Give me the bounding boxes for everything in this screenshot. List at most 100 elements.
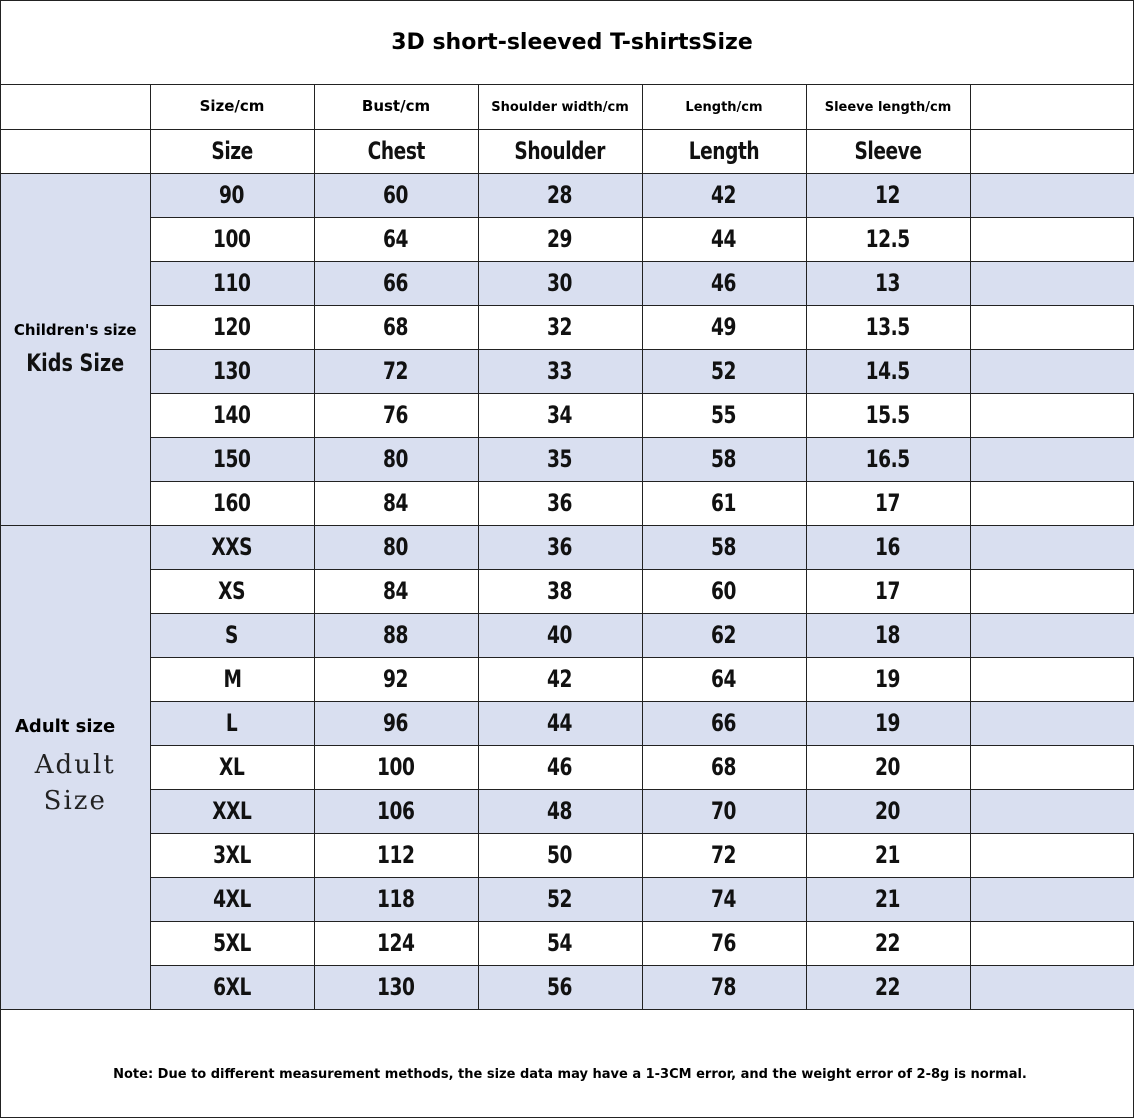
table-row: 160 84 36 61 17 [1,480,1134,526]
cell-length: 58 [641,436,807,482]
cell-extra [969,920,1134,966]
cell-value: 40 [547,621,573,649]
cell-shoulder: 38 [477,568,643,614]
cell-value: 34 [547,401,573,429]
cell-extra [969,436,1134,482]
header-row-bottom: Size Chest Shoulder Length Sleeve [1,128,1134,174]
cell-value: 21 [875,885,901,913]
table-row: 110 66 30 46 13 [1,260,1134,306]
cell-shoulder: 29 [477,216,643,262]
cell-size: 120 [150,304,315,350]
cell-length: 44 [641,216,807,262]
cell-sleeve: 21 [805,832,971,878]
cell-size: 130 [150,348,315,394]
cell-value: 18 [875,621,901,649]
kids-group-label: Children's size Kids Size [1,172,151,526]
header-sleeve-length-cm: Sleeve length/cm [805,85,971,130]
cell-value: 66 [383,269,409,297]
cell-value: 42 [711,181,737,209]
cell-shoulder: 42 [477,656,643,702]
cell-shoulder: 52 [477,876,643,922]
cell-value: 6XL [213,973,251,1001]
cell-extra [969,260,1134,306]
cell-value: 58 [711,533,737,561]
cell-value: XS [218,577,246,605]
cell-value: 64 [711,665,737,693]
cell-value: 13.5 [865,313,911,341]
cell-value: 29 [547,225,573,253]
cell-sleeve: 15.5 [805,392,971,438]
cell-chest: 130 [313,964,479,1010]
cell-value: 118 [377,885,415,913]
cell-value: 66 [711,709,737,737]
header-chest: Chest [313,128,479,174]
kids-group-label-bottom: Kids Size [26,349,125,377]
cell-value: 76 [383,401,409,429]
cell-value: 49 [711,313,737,341]
cell-value: 60 [383,181,409,209]
header-sleeve: Sleeve [805,128,971,174]
cell-length: 61 [641,480,807,526]
cell-extra [969,172,1134,218]
cell-extra [969,656,1134,702]
cell-size: L [150,700,315,746]
header-shoulder: Shoulder [477,128,643,174]
cell-shoulder: 48 [477,788,643,834]
cell-value: 74 [711,885,737,913]
cell-value: 100 [377,753,415,781]
cell-value: L [226,709,238,737]
cell-value: 100 [213,225,251,253]
chart-title: 3D short-sleeved T-shirtsSize [391,30,753,55]
cell-value: 54 [547,929,573,957]
cell-size: 4XL [150,876,315,922]
cell-size: 150 [150,436,315,482]
cell-shoulder: 34 [477,392,643,438]
cell-value: 20 [875,753,901,781]
cell-value: 22 [875,973,901,1001]
cell-value: 88 [383,621,409,649]
cell-length: 68 [641,744,807,790]
cell-shoulder: 50 [477,832,643,878]
cell-value: 30 [547,269,573,297]
cell-chest: 92 [313,656,479,702]
title-row: 3D short-sleeved T-shirtsSize [1,1,1133,85]
cell-shoulder: 46 [477,744,643,790]
cell-size: 6XL [150,964,315,1010]
cell-extra [969,392,1134,438]
cell-chest: 80 [313,436,479,482]
table-row: 140 76 34 55 15.5 [1,392,1134,438]
cell-value: M [222,665,242,693]
table-row: XL 100 46 68 20 [1,744,1134,790]
table-row: Adult size Adult Size XXS 80 36 58 16 [1,524,1134,1010]
table-row: 130 72 33 52 14.5 [1,348,1134,394]
cell-value: 130 [213,357,251,385]
cell-shoulder: 32 [477,304,643,350]
cell-chest: 88 [313,612,479,658]
cell-sleeve: 19 [805,700,971,746]
cell-value: 70 [711,797,737,825]
cell-value: 92 [383,665,409,693]
table-row: S 88 40 62 18 [1,612,1134,658]
cell-value: 38 [547,577,573,605]
cell-extra [969,304,1134,350]
cell-size: 5XL [150,920,315,966]
cell-extra [969,876,1134,922]
cell-chest: 80 [313,524,479,570]
header-corner-2 [1,128,151,174]
cell-value: 4XL [213,885,251,913]
cell-shoulder: 36 [477,480,643,526]
cell-value: 36 [547,489,573,517]
cell-shoulder: 35 [477,436,643,482]
cell-length: 62 [641,612,807,658]
cell-size: 110 [150,260,315,306]
cell-size: XS [150,568,315,614]
cell-sleeve: 12 [805,172,971,218]
note-row: Note: Due to different measurement metho… [1,1030,1133,1118]
cell-length: 52 [641,348,807,394]
cell-size: 3XL [150,832,315,878]
cell-shoulder: 54 [477,920,643,966]
cell-value: 58 [711,445,737,473]
cell-value: 15.5 [865,401,911,429]
cell-value: 78 [711,973,737,1001]
